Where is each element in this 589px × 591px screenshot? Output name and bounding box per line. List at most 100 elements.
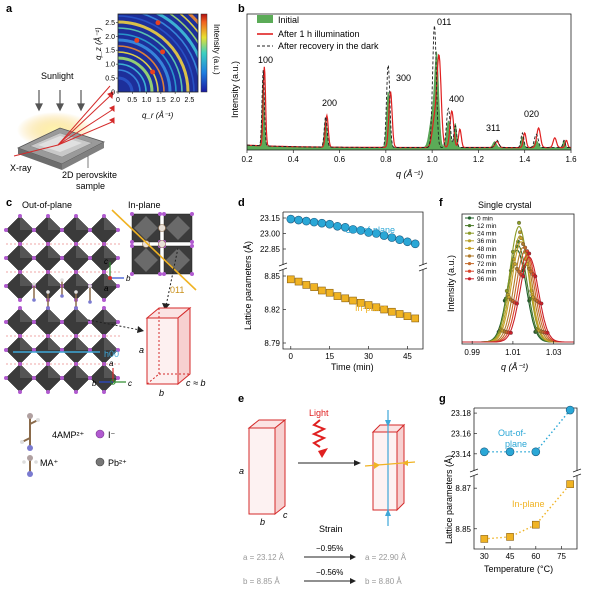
light-arrow-head [318,448,328,458]
octahedron-face [48,244,62,258]
ma-cation [158,224,166,232]
point-in-plane-d [403,312,412,321]
in-plane-axes: c a b [104,257,131,293]
x-tick-label-d: 0 [289,352,294,361]
iodide-atom [18,214,22,218]
point-out-of-plane-d [317,218,327,228]
point-in-plane-d [356,298,365,307]
iodide-atom [102,390,106,394]
iodide-atom [190,272,194,276]
legend-label-f: 0 min [477,215,493,222]
panel-label-b: b [238,3,245,15]
xray-label: X-ray [10,163,32,173]
point-out-of-plane-d [395,235,404,244]
strain-a-value: −0.95% [316,544,343,553]
point-in-plane-g [480,535,489,543]
qr-tick-label: 2.0 [170,97,180,104]
a-after-value: a = 22.90 Å [365,553,407,562]
fit-line-out-of-plane-g [484,409,571,453]
iodide-atom [190,212,194,216]
panel-b: b 0.2 0.4 0.6 0.8 1.0 1.2 1.4 1.6 Intensity (a.… [230,3,577,179]
panel-label-a: a [6,3,13,15]
axis-break-d [278,262,428,272]
b-after-value: b = 8.80 Å [365,577,402,586]
iodide-atom [190,240,194,244]
y-tick-label-d: 22.85 [260,245,281,254]
qr-tick-label: 2.5 [185,97,195,104]
hydrogen-atom [32,282,36,286]
series-label-out-of-plane-g-1: Out-of- [498,428,526,438]
octahedron-face [104,308,118,322]
x-axis-label-g: Temperature (°C) [484,564,553,574]
legend-recovery: After recovery in the dark [278,41,379,51]
iodide-atom [18,298,22,302]
blue-arrow-up [385,509,391,516]
box-b-label: b [159,388,164,398]
iodide-atom [46,214,50,218]
point-out-of-plane-d [325,219,334,229]
hydrogen-atom [60,278,64,282]
measurement-point [519,236,524,241]
point-in-plane-d [380,305,388,314]
ma-cation [142,240,150,248]
y-axis-label-d: Lattice parameters (Å) [243,241,253,330]
orange-arrow-right [374,462,380,469]
iodide-atom [102,298,106,302]
blue-arrow-down [385,420,391,427]
point-in-plane-d [411,314,420,323]
qr-tick-label: 1.5 [156,97,166,104]
plot-frame-f [461,213,575,345]
legend-label-f: 36 min [477,238,497,245]
y-axis-label-f: Intensity (a.u.) [446,255,456,312]
qz-tick-label: 1.0 [105,62,115,69]
x-tick-label-g: 75 [557,552,566,561]
iodide-atom [4,228,8,232]
point-out-of-plane-g [505,447,515,457]
point-out-of-plane-g [479,447,489,457]
data-points-g [479,405,575,543]
point-in-plane-d [388,307,396,316]
iodide-atom [4,284,8,288]
qz-tick-label: 2.5 [105,20,115,27]
light-zigzag-icon [311,419,327,448]
x-tick-label-b: 0.4 [288,155,300,164]
4amp-molecule-icon [20,413,40,451]
bragg-spot [150,69,156,75]
x-tick-label-b: 1.6 [565,155,577,164]
x-tick-label-d: 30 [364,352,373,361]
y-tick-label-g: 23.18 [451,409,472,418]
point-out-of-plane-d [387,233,397,242]
iodide-atom [74,390,78,394]
colorbar [200,13,208,93]
iodide-icon [95,429,105,439]
point-in-plane-g [506,533,514,541]
sample-label-line1: 2D perovskite [62,170,117,180]
iodide-atom [4,320,8,324]
legend-label-f: 48 min [477,246,497,253]
point-in-plane-d [341,294,350,303]
plot-frame-b [246,13,572,151]
octahedron-face [76,336,90,350]
x-tick-label-b: 0.6 [334,155,346,164]
legend-marker-f [467,254,472,258]
strain-label: Strain [319,524,343,534]
iodide-atom [102,214,106,218]
qr-axis-label: q_r (Å⁻¹) [142,111,174,120]
point-out-of-plane-d [410,239,420,249]
point-in-plane-d [325,288,334,297]
point-out-of-plane-d [309,217,319,227]
measurement-point [533,274,538,279]
y-tick-label-g: 23.16 [451,429,472,438]
point-in-plane-d [294,277,303,286]
iodide-atom [116,320,120,324]
panel-label-g: g [439,393,446,405]
panel-d: d 23.15 23.00 22.85 8.85 8.82 8.79 0 15 30 45 Lat… [238,197,428,372]
iodide-atom [116,228,120,232]
iodide-atom [162,272,166,276]
panel-label-f: f [439,197,443,209]
iodide-atom [74,214,78,218]
iodide-atom [158,272,162,276]
octahedron-face [104,216,118,230]
transition-arrow-head [354,460,361,466]
